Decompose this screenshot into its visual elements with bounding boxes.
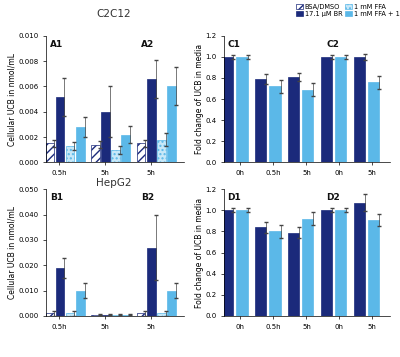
Bar xyxy=(137,144,146,162)
Bar xyxy=(236,210,248,316)
Text: D2: D2 xyxy=(326,193,340,202)
Bar xyxy=(288,77,299,162)
Bar xyxy=(320,210,332,316)
Bar xyxy=(320,57,332,162)
Bar xyxy=(46,144,54,162)
Text: HepG2: HepG2 xyxy=(96,178,132,188)
Bar xyxy=(157,313,166,316)
Text: B2: B2 xyxy=(141,193,154,202)
Bar xyxy=(46,313,54,316)
Bar xyxy=(354,57,365,162)
Bar xyxy=(354,203,365,316)
Bar xyxy=(121,315,130,316)
Text: C2: C2 xyxy=(326,40,339,49)
Text: D1: D1 xyxy=(228,193,241,202)
Bar xyxy=(56,268,64,316)
Bar xyxy=(335,210,346,316)
Bar xyxy=(147,79,156,162)
Bar xyxy=(167,86,176,162)
Bar xyxy=(368,82,380,162)
Legend: BSA/DMSO, 17.1 μM BR, 1 mM FFA, 1 mM FFA + 17.1 μM BR: BSA/DMSO, 17.1 μM BR, 1 mM FFA, 1 mM FFA… xyxy=(294,1,400,19)
Bar xyxy=(76,127,84,162)
Text: B1: B1 xyxy=(50,193,63,202)
Y-axis label: Fold change of UCB in media: Fold change of UCB in media xyxy=(195,44,204,154)
Bar xyxy=(255,79,266,162)
Text: C1: C1 xyxy=(228,40,240,49)
Bar xyxy=(111,150,120,162)
Bar xyxy=(302,90,314,162)
Text: A2: A2 xyxy=(141,40,154,49)
Y-axis label: Cellular UCB in nmol/mL: Cellular UCB in nmol/mL xyxy=(8,206,17,299)
Bar xyxy=(222,57,234,162)
Bar xyxy=(66,146,74,162)
Bar xyxy=(137,313,146,316)
Bar xyxy=(121,135,130,162)
Bar xyxy=(111,315,120,316)
Bar xyxy=(269,231,280,316)
Bar xyxy=(222,210,234,316)
Bar xyxy=(76,291,84,316)
Text: C2C12: C2C12 xyxy=(97,9,131,19)
Bar xyxy=(236,57,248,162)
Text: A1: A1 xyxy=(50,40,63,49)
Bar xyxy=(101,112,110,162)
Bar xyxy=(101,315,110,316)
Bar xyxy=(157,140,166,162)
Bar xyxy=(255,227,266,316)
Y-axis label: Cellular UCB in nmol/mL: Cellular UCB in nmol/mL xyxy=(8,52,17,146)
Bar xyxy=(147,247,156,316)
Bar xyxy=(288,232,299,316)
Bar xyxy=(302,219,314,316)
Bar xyxy=(66,313,74,316)
Bar xyxy=(167,291,176,316)
Bar xyxy=(368,220,380,316)
Bar xyxy=(91,145,100,162)
Bar xyxy=(91,315,100,316)
Bar xyxy=(335,57,346,162)
Bar xyxy=(56,96,64,162)
Y-axis label: Fold change of UCB in media: Fold change of UCB in media xyxy=(195,197,204,308)
Bar xyxy=(269,86,280,162)
